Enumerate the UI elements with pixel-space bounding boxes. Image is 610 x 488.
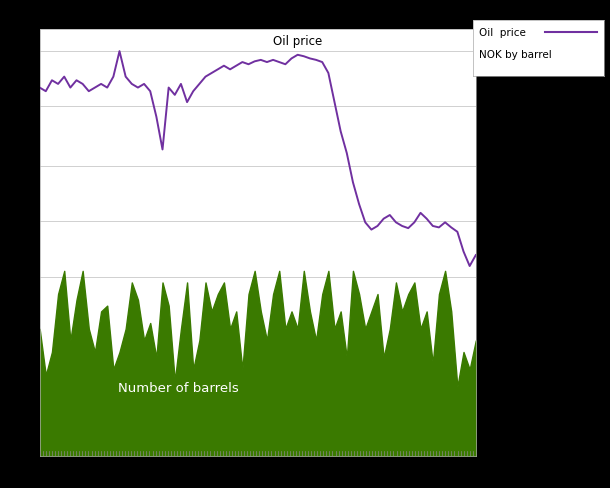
Text: Oil price: Oil price	[273, 35, 322, 48]
Text: Number of barrels: Number of barrels	[118, 382, 239, 395]
Text: Oil  price: Oil price	[479, 28, 526, 38]
Text: NOK by barrel: NOK by barrel	[479, 50, 552, 61]
